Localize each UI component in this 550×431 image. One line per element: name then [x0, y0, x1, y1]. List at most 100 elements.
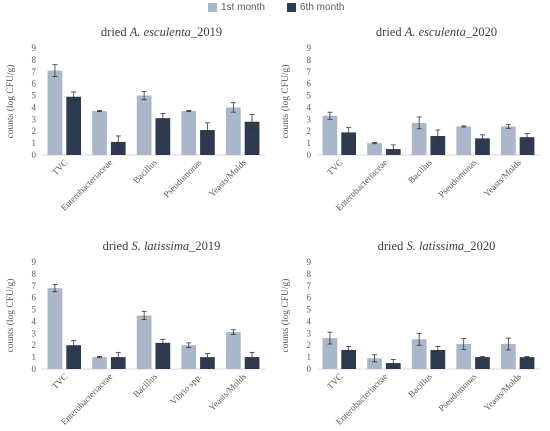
- chart-title-species: S. latissima: [406, 239, 464, 253]
- y-tick-label: 7: [32, 67, 37, 77]
- y-tick-label: 5: [307, 91, 312, 101]
- bar-yeasts-molds-1st-month: [500, 344, 516, 369]
- bar-enterobacteriaceae-1st-month: [367, 358, 382, 369]
- bar-pseudomonas-6th-month: [475, 138, 490, 155]
- x-tick-label-vibrio-spp: Vibrio spp.: [168, 371, 203, 406]
- bar-yeasts-molds-1st-month: [225, 332, 241, 369]
- x-tick-label-yeasts-molds: Yeasts/Molds: [207, 371, 249, 413]
- chart-title-species: A. esculenta: [404, 25, 466, 39]
- chart-title: dried S. latissima_2019: [103, 239, 221, 253]
- chart-title-suffix: _2020: [465, 25, 497, 39]
- bar-pseudomonas-6th-month: [475, 357, 490, 369]
- chart-title-prefix: dried: [378, 239, 407, 253]
- chart-title-prefix: dried: [376, 25, 405, 39]
- bar-tvc-6th-month: [66, 345, 82, 369]
- y-tick-label: 6: [307, 293, 312, 303]
- y-tick-label: 5: [307, 305, 312, 315]
- bar-enterobacteriaceae-6th-month: [110, 357, 126, 369]
- chart-title-suffix: _2020: [463, 239, 495, 253]
- bar-bacillus-1st-month: [411, 339, 427, 369]
- y-tick-label: 3: [32, 328, 37, 338]
- bar-tvc-1st-month: [47, 288, 63, 369]
- chart-title: dried A. esculenta_2020: [376, 25, 497, 39]
- legend-item-6th-month: 6th month: [287, 2, 344, 13]
- bar-vibrio-spp-6th-month: [200, 357, 215, 369]
- legend-label-1st-month: 1st month: [221, 2, 265, 13]
- y-tick-label: 6: [307, 79, 312, 89]
- x-tick-label-bacillus: Bacillus: [131, 371, 159, 399]
- legend-label-6th-month: 6th month: [300, 2, 345, 13]
- y-tick-label: 5: [32, 91, 37, 101]
- bar-bacillus-1st-month: [411, 122, 427, 155]
- chart-panel-a-esculenta-2019: dried A. esculenta_2019 0 1 2 3 45 6 7 8 9 counts …: [5, 25, 265, 213]
- chart-title: dried S. latissima_2020: [378, 239, 496, 253]
- chart-title: dried A. esculenta_2019: [101, 25, 222, 39]
- y-tick-label: 9: [32, 257, 37, 267]
- y-tick-label: 4: [307, 316, 312, 326]
- y-tick-label: 3: [307, 328, 312, 338]
- y-tick-label: 4: [307, 102, 312, 112]
- chart-title-suffix: _2019: [190, 25, 222, 39]
- y-axis-label: counts (log CFU/g): [280, 279, 291, 353]
- bar-enterobacteriaceae-1st-month: [92, 111, 107, 155]
- y-tick-label: 1: [307, 352, 312, 362]
- y-tick-label: 7: [307, 67, 312, 77]
- bar-pseudomonas-1st-month: [181, 111, 197, 155]
- y-tick-label: 2: [307, 126, 312, 136]
- y-tick-label: 0: [307, 150, 312, 160]
- bar-tvc-6th-month: [66, 96, 82, 155]
- bar-tvc-1st-month: [322, 338, 338, 369]
- chart-title-species: A. esculenta: [129, 25, 191, 39]
- bar-bacillus-1st-month: [136, 95, 152, 155]
- chart-title-prefix: dried: [103, 239, 132, 253]
- x-tick-label-bacillus: Bacillus: [406, 157, 434, 185]
- y-tick-label: 6: [32, 293, 37, 303]
- y-tick-label: 1: [32, 352, 37, 362]
- x-tick-label-pseudomonas: Pseudomonas: [436, 371, 478, 413]
- bar-bacillus-1st-month: [136, 315, 152, 369]
- y-axis-label: counts (log CFU/g): [280, 65, 291, 139]
- y-tick-label: 8: [307, 269, 312, 279]
- y-tick-label: 1: [307, 138, 312, 148]
- bar-tvc-6th-month: [341, 132, 357, 155]
- x-tick-label-tvc: TVC: [50, 371, 70, 391]
- chart-panel-a-esculenta-2020: dried A. esculenta_2020 0 1 2 3 45 6 7 8 9 counts …: [280, 25, 540, 213]
- x-tick-label-pseudomonas: Pseudomonas: [161, 157, 203, 199]
- y-tick-label: 2: [307, 340, 312, 350]
- legend-item-1st-month: 1st month: [208, 2, 265, 13]
- x-tick-label-pseudomonas: Pseudomonas: [436, 157, 478, 199]
- bar-enterobacteriaceae-1st-month: [367, 143, 382, 155]
- y-axis-label: counts (log CFU/g): [5, 65, 16, 139]
- y-tick-label: 0: [32, 150, 37, 160]
- y-tick-label: 0: [32, 364, 37, 374]
- y-tick-label: 0: [307, 364, 312, 374]
- x-tick-label-yeasts-molds: Yeasts/Molds: [207, 157, 249, 199]
- x-tick-label-tvc: TVC: [50, 157, 70, 177]
- bar-yeasts-molds-6th-month: [519, 137, 535, 155]
- bar-vibrio-spp-1st-month: [181, 345, 197, 369]
- bar-bacillus-6th-month: [155, 342, 171, 369]
- y-tick-label: 1: [32, 138, 37, 148]
- bar-pseudomonas-1st-month: [456, 126, 472, 155]
- x-tick-label-bacillus: Bacillus: [406, 371, 434, 399]
- y-tick-label: 9: [307, 257, 312, 267]
- y-tick-label: 9: [307, 43, 312, 53]
- x-tick-label-tvc: TVC: [325, 157, 345, 177]
- legend-swatch-6th-month: [287, 3, 296, 12]
- chart-title-prefix: dried: [101, 25, 130, 39]
- x-tick-label-tvc: TVC: [325, 371, 345, 391]
- chart-legend: 1st month 6th month: [0, 2, 550, 16]
- y-tick-label: 4: [32, 316, 37, 326]
- x-tick-label-yeasts-molds: Yeasts/Molds: [482, 371, 524, 413]
- bar-bacillus-6th-month: [155, 118, 171, 155]
- bar-tvc-6th-month: [341, 349, 357, 369]
- x-tick-label-yeasts-molds: Yeasts/Molds: [482, 157, 524, 199]
- bar-tvc-1st-month: [322, 115, 338, 155]
- bar-bacillus-6th-month: [430, 135, 446, 155]
- bar-bacillus-6th-month: [430, 349, 446, 369]
- y-tick-label: 2: [32, 126, 37, 136]
- y-tick-label: 3: [32, 114, 37, 124]
- bar-pseudomonas-6th-month: [200, 130, 215, 155]
- bar-yeasts-molds-6th-month: [519, 357, 535, 369]
- bar-tvc-1st-month: [47, 70, 63, 155]
